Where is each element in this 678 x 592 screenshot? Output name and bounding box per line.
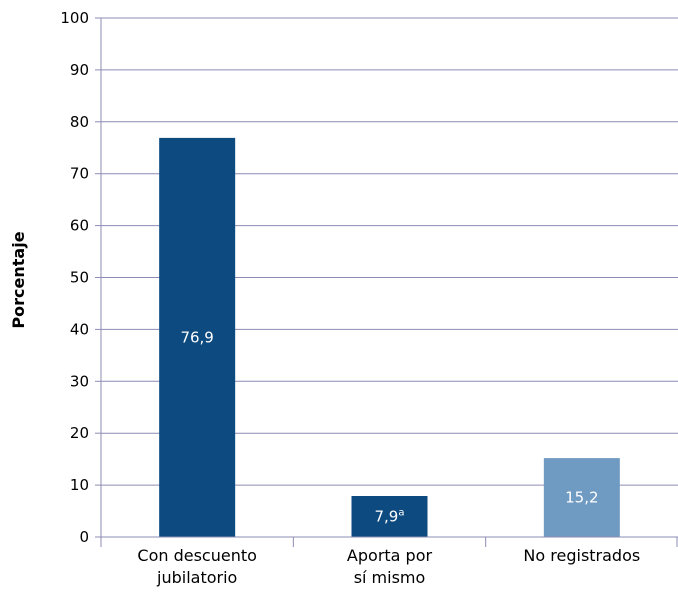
x-category-labels: Con descuento jubilatorio Aporta por sí mis…	[137, 546, 640, 587]
y-tick-label: 20	[70, 424, 89, 442]
bar	[543, 458, 620, 537]
data-label: 15,2	[565, 489, 598, 507]
y-tick-label: 90	[70, 61, 89, 79]
data-label: 76,9	[180, 328, 213, 346]
data-label-value: 15,2	[565, 489, 598, 507]
y-axis-title: Porcentaje	[9, 231, 28, 328]
y-tick-label: 30	[70, 372, 89, 390]
x-category-label: jubilatorio	[156, 568, 237, 587]
x-category-label: sí mismo	[354, 568, 426, 587]
y-tick-label: 40	[70, 320, 89, 338]
data-label-superscript: a	[398, 507, 404, 518]
y-tick-label: 80	[70, 113, 89, 131]
data-label: 7,9a	[375, 507, 405, 525]
y-tick-labels: 0 10 20 30 40 50 60 70 80 90 100	[60, 9, 89, 546]
data-label-value: 76,9	[180, 328, 213, 346]
axes	[95, 17, 678, 547]
y-tick-label: 50	[70, 269, 89, 287]
x-category-label: No registrados	[523, 546, 640, 565]
bar	[351, 495, 428, 537]
data-labels: 76,9 7,9a 15,2	[180, 328, 598, 525]
y-tick-label: 70	[70, 165, 89, 183]
y-tick-label: 0	[79, 528, 89, 546]
bar	[159, 137, 236, 537]
y-tick-label: 60	[70, 217, 89, 235]
y-tick-label: 10	[70, 476, 89, 494]
data-label-value: 7,9	[375, 507, 399, 525]
x-category-label: Con descuento	[137, 546, 257, 565]
y-tick-label: 100	[60, 9, 89, 27]
bars	[159, 137, 620, 537]
x-category-label: Aporta por	[347, 546, 433, 565]
